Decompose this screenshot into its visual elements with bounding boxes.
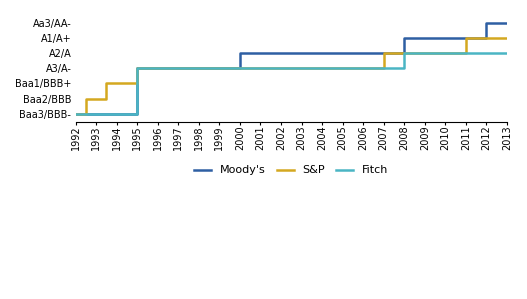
Legend: Moody's, S&P, Fitch: Moody's, S&P, Fitch [190,161,393,180]
Fitch [72,112,79,116]
Line: Moody's: Moody's [75,23,507,114]
Moody's [483,21,490,25]
S&P [103,82,110,85]
S&P [504,36,510,40]
Line: S&P: S&P [75,38,507,114]
Moody's [504,21,510,25]
S&P [83,97,89,100]
Line: Fitch: Fitch [75,53,507,114]
S&P [380,51,387,55]
Fitch [504,51,510,55]
Fitch [401,51,407,55]
S&P [134,66,140,70]
Moody's [237,51,243,55]
Fitch [134,66,140,70]
Moody's [401,36,407,40]
S&P [72,112,79,116]
S&P [463,36,469,40]
S&P [93,97,99,100]
Moody's [72,112,79,116]
Moody's [134,66,140,70]
